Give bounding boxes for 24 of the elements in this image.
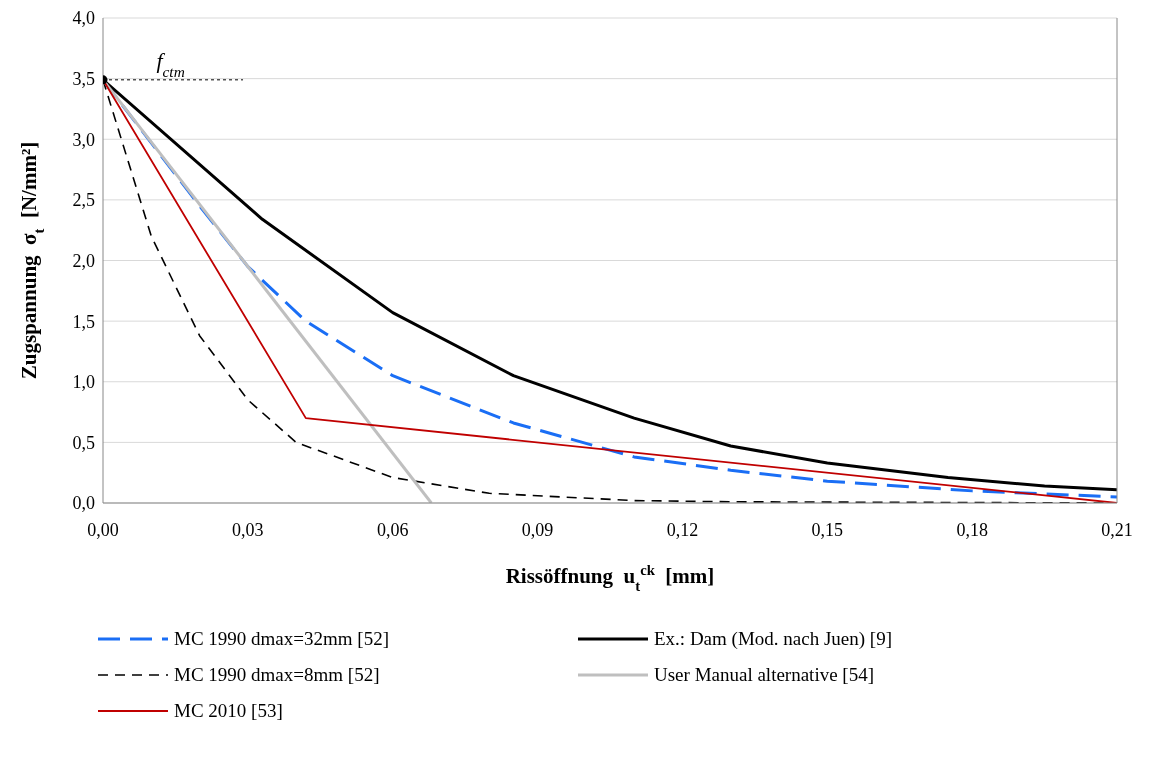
x-axis-title: Rissöffnung u$_{t}$$^{ck}$ [mm] [505, 562, 715, 594]
x-tick-label: 0,15 [811, 519, 844, 540]
y-tick-label: 1,5 [72, 311, 95, 332]
y-tick-label: 3,5 [72, 69, 95, 90]
x-tick-label: 0,03 [232, 519, 264, 540]
legend-label: MC 1990 dmax=8mm [52] [174, 664, 380, 686]
y-tick-label: 3,0 [72, 129, 95, 150]
x-tick-label: 0,00 [87, 519, 119, 540]
legend-label: Ex.: Dam (Mod. nach Juen) [9] [654, 628, 892, 650]
y-tick-label: 1,0 [72, 372, 95, 393]
x-tick-label: 0,18 [956, 519, 988, 540]
y-tick-label: 4,0 [72, 8, 95, 29]
y-tick-label: 0,5 [72, 432, 95, 453]
x-tick-label: 0,21 [1101, 519, 1133, 540]
legend-label: MC 2010 [53] [174, 700, 283, 722]
x-tick-label: 0,06 [376, 519, 409, 540]
x-tick-label: 0,09 [521, 519, 554, 540]
legend-label: MC 1990 dmax=32mm [52] [174, 628, 389, 650]
y-tick-label: 0,0 [72, 493, 95, 514]
annotation: f$_{ctm}$ [156, 47, 185, 80]
legend-label: User Manual alternative [54] [654, 664, 874, 686]
y-tick-label: 2,5 [72, 190, 95, 211]
x-tick-label: 0,12 [666, 519, 699, 540]
y-tick-label: 2,0 [72, 250, 95, 271]
